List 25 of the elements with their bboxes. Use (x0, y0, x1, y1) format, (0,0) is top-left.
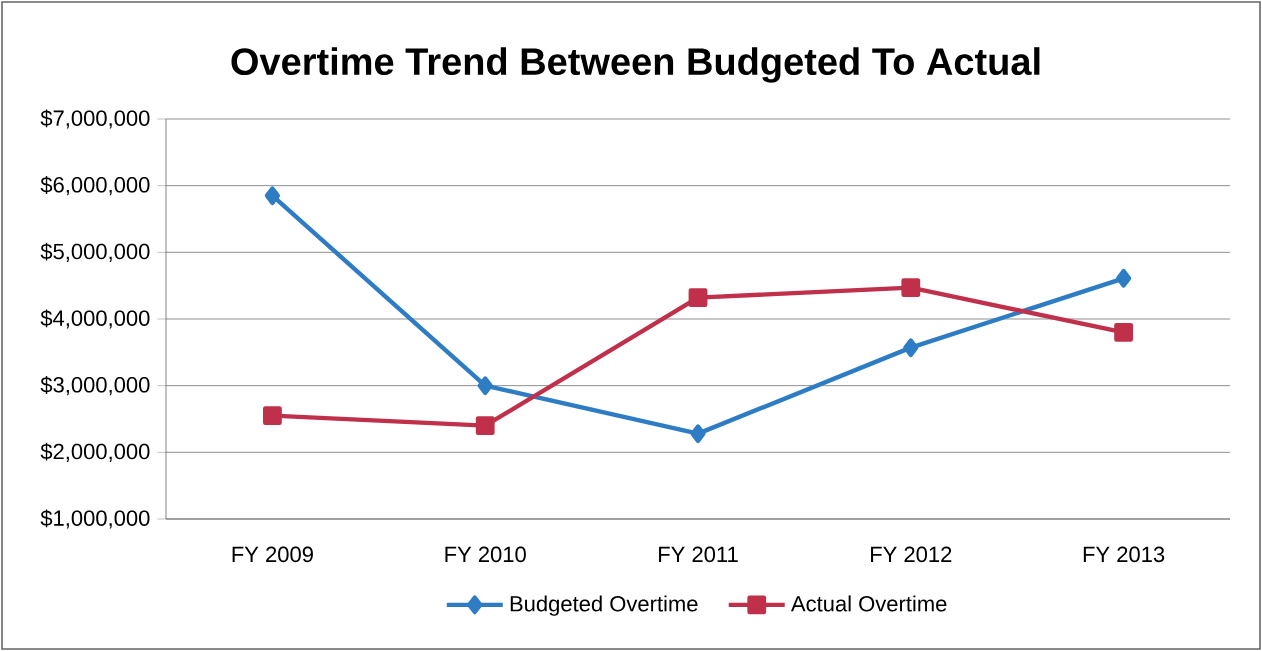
point (903, 338, 919, 358)
x-tick-label: FY 2012 (871, 546, 952, 563)
point (901, 278, 921, 298)
y-tick-label: $7,000,000 (40, 109, 150, 129)
point (477, 376, 493, 396)
point (263, 406, 282, 426)
legend-label: Budgeted Overtime (510, 595, 698, 616)
y-tick-label: $6,000,000 (40, 176, 150, 196)
y-tick-label: $5,000,000 (40, 242, 150, 262)
y-tick-label: $4,000,000 (40, 309, 150, 329)
y-tick-label: $3,000,000 (40, 376, 150, 396)
point (690, 424, 706, 444)
chart-title: Overtime Trend Between Budgeted To Actual (231, 47, 1040, 83)
legend-label: Actual Overtime (790, 595, 947, 612)
x-tick-label: FY 2009 (232, 546, 313, 563)
x-tick-label: FY 2013 (1083, 546, 1165, 563)
point (475, 416, 495, 436)
x-tick-label: FY 2011 (659, 546, 738, 563)
y-tick-label: $2,000,000 (40, 442, 150, 462)
point (688, 288, 708, 308)
y-tick-label: $1,000,000 (40, 509, 150, 529)
x-tick-label: FY 2010 (445, 546, 526, 563)
point (1114, 322, 1134, 342)
point (264, 186, 281, 206)
point (1116, 268, 1132, 288)
